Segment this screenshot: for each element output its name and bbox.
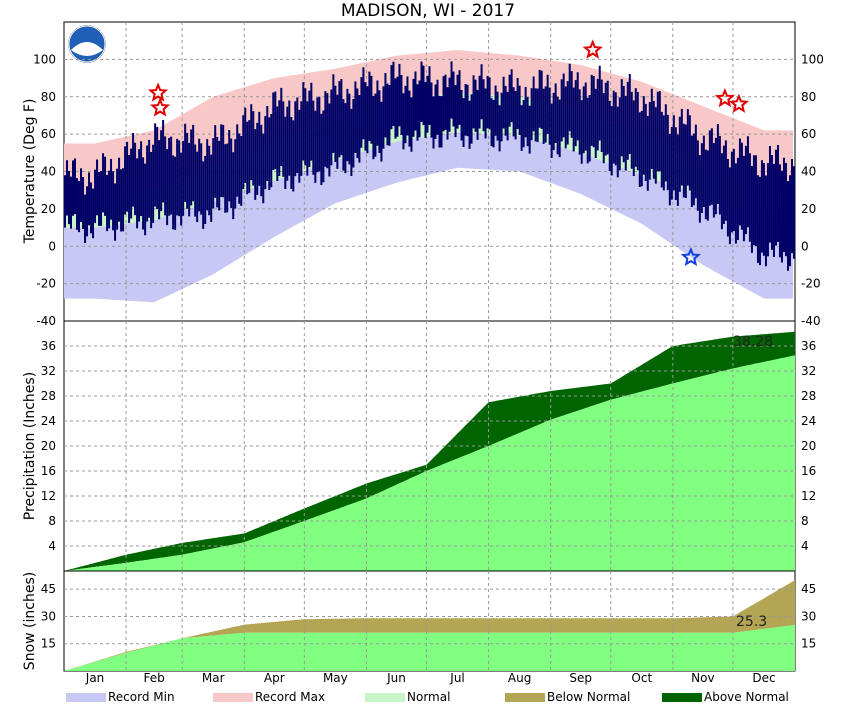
month-tick-label: Sep (569, 671, 592, 685)
y-tick-label-right: 4 (801, 539, 809, 553)
chart-title: MADISON, WI - 2017 (341, 1, 515, 21)
y-tick-label-left: 8 (48, 514, 56, 528)
y-tick-label-right: 12 (801, 489, 816, 503)
y-tick-label-right: 40 (801, 165, 816, 179)
y-tick-label-left: 15 (41, 637, 56, 651)
legend-label: Above Normal (704, 690, 789, 704)
y-tick-label-left: 28 (41, 389, 56, 403)
y-tick-label-right: 60 (801, 127, 816, 141)
y-tick-label-right: 32 (801, 364, 816, 378)
y-tick-label-left: 36 (41, 339, 56, 353)
legend-swatch (662, 693, 702, 702)
temperature-axis-title: Temperature (Deg F) (22, 99, 38, 245)
month-tick-label: Mar (202, 671, 225, 685)
record-high-star (714, 87, 735, 108)
legend-label: Below Normal (547, 690, 630, 704)
y-tick-label-left: 20 (41, 439, 56, 453)
precipitation-normal-area (64, 355, 795, 571)
y-tick-label-right: 30 (801, 609, 816, 623)
noaa-logo (68, 25, 106, 63)
legend-swatch (66, 693, 106, 702)
y-tick-label-left: 45 (41, 582, 56, 596)
y-tick-label-left: 80 (41, 90, 56, 104)
legend-label: Normal (407, 690, 450, 704)
snow-panel: 15 15 30 30 45 45 25.3 Snow (inches) (22, 570, 816, 672)
precipitation-total-label: 38.28 (733, 334, 773, 350)
y-tick-label-left: 12 (41, 489, 56, 503)
snow-observed-area (64, 625, 795, 671)
y-tick-label-right: 24 (801, 414, 816, 428)
legend-swatch (213, 693, 253, 702)
record-low-star (680, 246, 701, 266)
month-tick-label: Dec (752, 671, 775, 685)
legend-label: Record Min (108, 690, 175, 704)
y-tick-label-left: 40 (41, 165, 56, 179)
legend-label: Record Max (255, 690, 325, 704)
temperature-panel: -40 -40 -20 -20 0 0 20 20 40 40 60 60 80 80 100 100 Tem… (22, 21, 824, 328)
y-tick-label-right: 100 (801, 52, 824, 66)
month-tick-label: Oct (631, 671, 652, 685)
month-tick-label: Jan (85, 671, 105, 685)
precipitation-axis-title: Precipitation (Inches) (22, 372, 38, 520)
month-tick-label: May (323, 671, 348, 685)
precipitation-above-normal-area (64, 331, 795, 571)
y-tick-label-left: 20 (41, 202, 56, 216)
y-tick-label-left: 24 (41, 414, 56, 428)
y-tick-label-right: 20 (801, 202, 816, 216)
month-axis: Jan Feb Mar Apr May Jun Jul Aug Sep Oct Nov Dec (85, 671, 776, 685)
y-tick-label-right: 36 (801, 339, 816, 353)
y-tick-label-right: 16 (801, 464, 816, 478)
month-tick-label: Jun (386, 671, 406, 685)
snow-axis-title: Snow (inches) (22, 572, 38, 670)
y-tick-label-left: -20 (36, 277, 56, 291)
y-tick-label-right: 80 (801, 90, 816, 104)
month-tick-label: Apr (264, 671, 285, 685)
precipitation-panel: 4 4 8 8 12 12 16 16 20 20 24 24 28 28 32 32 36 36 38.28 P… (22, 320, 816, 572)
y-tick-label-left: 0 (48, 239, 56, 253)
y-tick-label-left: 4 (48, 539, 56, 553)
record-high-star (148, 82, 169, 102)
y-tick-label-right: -20 (801, 277, 821, 291)
legend-swatch (365, 693, 405, 702)
month-tick-label: Jul (449, 671, 464, 685)
month-tick-label: Feb (143, 671, 164, 685)
y-tick-label-right: 20 (801, 439, 816, 453)
y-tick-label-right: 28 (801, 389, 816, 403)
y-tick-label-right: -40 (801, 314, 821, 328)
y-tick-label-left: 60 (41, 127, 56, 141)
y-tick-label-left: 100 (33, 52, 56, 66)
snow-below-normal-area (64, 580, 795, 671)
snow-total-label: 25.3 (736, 614, 767, 630)
record-max-band (64, 50, 793, 198)
y-tick-label-left: -40 (36, 314, 56, 328)
y-tick-label-right: 0 (801, 239, 809, 253)
y-tick-label-right: 45 (801, 582, 816, 596)
y-tick-label-right: 15 (801, 637, 816, 651)
y-tick-label-left: 16 (41, 464, 56, 478)
legend-swatch (505, 693, 545, 702)
y-tick-label-right: 8 (801, 514, 809, 528)
record-high-star (582, 39, 603, 59)
month-tick-label: Aug (508, 671, 531, 685)
y-tick-label-left: 32 (41, 364, 56, 378)
y-tick-label-left: 30 (41, 609, 56, 623)
legend: Record Min Record Max Normal Below Normal Ab… (66, 690, 789, 704)
record-high-star (150, 97, 171, 117)
month-tick-label: Nov (691, 671, 714, 685)
record-high-star (728, 93, 749, 113)
